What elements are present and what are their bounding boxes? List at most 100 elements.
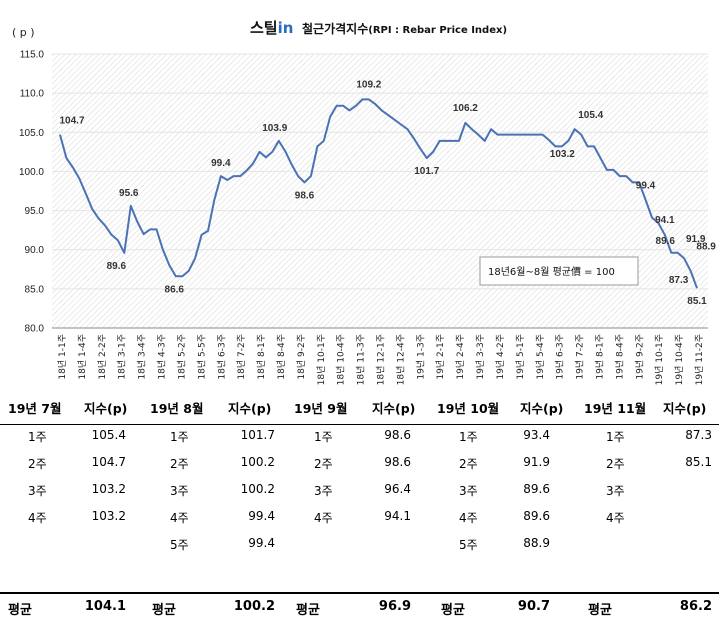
table-week-cell: 2주 [170,457,189,471]
x-axis: 18년 1-1주 18년 1-4주 18년 2-2주 18년 3-1주 18년 3-4주… [57,334,705,385]
x-tick-label: 18년 9-2주 [296,334,307,380]
table-value-cell: 89.6 [523,509,550,523]
x-tick-label: 19년 8-4주 [614,334,625,380]
table-week-cell: 3주 [314,484,333,498]
table-value-cell: 94.1 [384,509,411,523]
table-avg-value: 86.2 [679,599,712,614]
annotation-box: 18년6월~8월 평균價 = 100 [479,256,639,286]
table-avg-label: 평균 [296,603,320,618]
data-label: 89.6 [107,261,127,272]
plot-area [52,54,708,328]
table-week-cell: 5주 [170,538,189,552]
table-value-cell: 93.4 [523,428,550,442]
x-tick-label: 18년 3-1주 [117,334,128,380]
series-group [59,98,698,289]
table-value-cell: 87.3 [685,428,712,442]
data-label: 99.4 [636,181,656,192]
x-tick-label: 18년 8-4주 [276,334,287,380]
x-tick-label: 19년 8-1주 [594,334,605,380]
table-week-cell: 1주 [459,430,478,444]
x-tick-label: 19년 10-4주 [674,334,685,385]
rpi-series-line [59,98,698,289]
table-avg-label: 평균 [8,603,32,618]
data-label: 95.6 [119,188,139,199]
x-tick-label: 18년 6-3주 [216,334,227,380]
table-value-cell: 105.4 [91,428,126,442]
x-tick-label: 19년 6-3주 [555,334,566,380]
x-tick-label: 18년 7-2주 [236,334,247,380]
table-avg-label: 평균 [441,603,465,618]
x-tick-label: 18년 1-1주 [57,334,68,380]
table-month-header: 19년 9월 [294,401,348,416]
table-avg-label: 평균 [152,603,176,618]
x-tick-label: 18년 11-3주 [356,334,367,385]
table-value-cell: 85.1 [685,455,712,469]
table-avg-label: 평균 [588,603,612,618]
table-week-cell: 3주 [170,484,189,498]
table-week-cell: 4주 [459,511,478,525]
table-divider [0,592,719,594]
data-label: 88.9 [696,241,716,252]
table-week-cell: 4주 [314,511,333,525]
y-tick-label: 100.0 [19,167,44,178]
table-avg-value: 104.1 [84,599,126,614]
title-main: 철근가격지수 [302,21,368,36]
data-label: 105.4 [578,110,603,121]
table-month-header: 19년 7월 [8,401,62,416]
title-suffix: (RPI : Rebar Price Index) [368,25,507,36]
table-week-cell: 2주 [606,457,625,471]
rebar-price-index-chart: 스틸in 철근가격지수(RPI : Rebar Price Index) ( p… [12,19,716,385]
x-tick-label: 18년 8-1주 [256,334,267,380]
x-tick-label: 19년 3-3주 [475,334,486,380]
x-tick-label: 18년 5-2주 [176,334,187,380]
y-tick-label: 115.0 [20,50,45,61]
title-logo-part1: 스틸 [250,19,278,37]
table-value-cell: 96.4 [384,482,411,496]
table-avg-value: 96.9 [378,599,411,614]
table-index-header: 지수(p) [663,401,707,416]
table-week-cell: 1주 [170,430,189,444]
data-label: 103.2 [550,149,575,160]
table-week-cell: 2주 [314,457,333,471]
y-axis: 80.0 85.0 90.0 95.0 100.0 105.0 110.0 115.0 [19,50,708,335]
table-week-cell: 2주 [459,457,478,471]
x-tick-label: 19년 11-2주 [694,334,705,385]
data-label: 109.2 [356,79,381,90]
table-week-cell: 3주 [28,484,47,498]
data-label: 101.7 [414,166,439,177]
table-week-cell: 4주 [28,511,47,525]
x-tick-label: 18년 4-3주 [157,334,168,380]
table-value-cell: 99.4 [248,509,275,523]
x-tick-label: 19년 4-2주 [495,334,506,380]
y-tick-label: 80.0 [25,324,45,335]
x-tick-label: 18년 10-1주 [316,334,327,385]
data-label: 86.6 [165,284,185,295]
x-tick-label: 18년 10-4주 [336,334,347,385]
x-tick-label: 18년 12-4주 [395,334,406,385]
x-tick-label: 19년 2-4주 [455,334,466,380]
data-label: 94.1 [655,215,675,226]
table-week-cell: 2주 [28,457,47,471]
table-week-cell: 1주 [314,430,333,444]
table-index-header: 지수(p) [84,401,128,416]
table-avg-value: 100.2 [233,599,275,614]
data-label: 89.6 [656,236,676,247]
table-month-header: 19년 10월 [437,401,500,416]
x-tick-label: 19년 9-2주 [634,334,645,380]
table-value-cell: 91.9 [523,455,550,469]
x-tick-label: 19년 10-1주 [654,334,665,385]
x-tick-label: 18년 1-4주 [77,334,88,380]
data-label: 85.1 [687,296,707,307]
x-tick-label: 19년 5-1주 [515,334,526,380]
table-value-cell: 89.6 [523,482,550,496]
x-tick-label: 18년 3-4주 [137,334,148,380]
table-week-cell: 3주 [459,484,478,498]
annotation-text: 18년6월~8월 평균價 = 100 [488,265,615,278]
table-week-cell: 3주 [606,484,625,498]
table-value-cell: 88.9 [523,536,550,550]
table-week-cell: 4주 [606,511,625,525]
y-tick-label: 90.0 [25,245,45,256]
table-value-cell: 103.2 [91,509,126,523]
table-index-header: 지수(p) [372,401,416,416]
table-month-header: 19년 8월 [150,401,204,416]
